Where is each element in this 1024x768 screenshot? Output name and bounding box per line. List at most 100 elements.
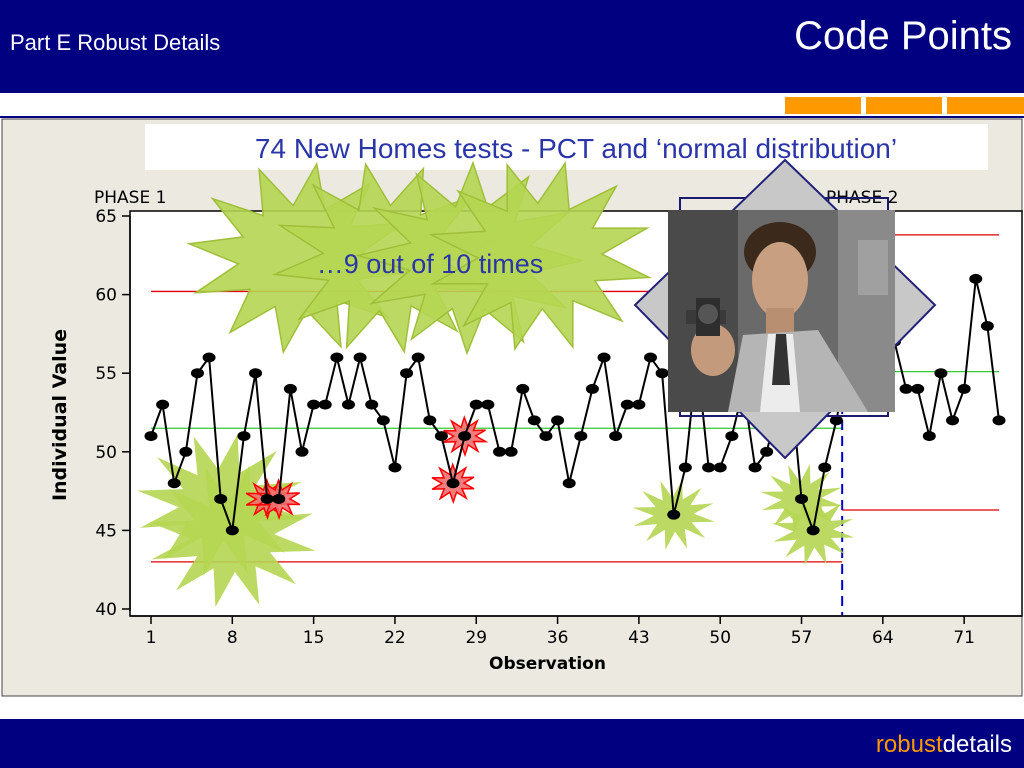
data-point (806, 525, 820, 536)
footer-bar: robustdetails (0, 719, 1024, 768)
x-tick-label: 15 (303, 628, 325, 648)
section-title: Part E Robust Details (10, 30, 221, 55)
brand-word-robust: robust (875, 731, 943, 758)
data-point (585, 383, 599, 394)
data-point (330, 352, 344, 363)
data-point (980, 321, 994, 332)
data-point (283, 383, 297, 394)
data-point (492, 446, 506, 457)
callout-group (186, 160, 652, 356)
brand-word-details: details (942, 731, 1012, 758)
person-with-revolver-photo (668, 210, 895, 412)
x-tick-label: 71 (953, 628, 975, 648)
data-point (818, 462, 832, 473)
x-tick-label: 50 (709, 628, 731, 648)
data-point (725, 431, 739, 442)
data-point (597, 352, 611, 363)
data-point (202, 352, 216, 363)
data-point (946, 415, 960, 426)
data-point (469, 399, 483, 410)
data-point (272, 493, 286, 504)
y-tick-label: 50 (95, 443, 117, 463)
data-point (527, 415, 541, 426)
data-point (365, 399, 379, 410)
data-point (899, 383, 913, 394)
x-tick-label: 8 (227, 628, 238, 648)
data-point (551, 415, 565, 426)
data-point (516, 383, 530, 394)
y-tick-label: 60 (95, 286, 117, 306)
header-divider (0, 116, 1024, 118)
data-point (446, 478, 460, 489)
data-point (795, 493, 809, 504)
data-point (957, 383, 971, 394)
data-point (190, 368, 204, 379)
data-point (411, 352, 425, 363)
data-point (295, 446, 309, 457)
x-tick-label: 36 (547, 628, 569, 648)
data-point (644, 352, 658, 363)
callout-burst (428, 161, 652, 351)
data-point (214, 493, 228, 504)
data-point (318, 399, 332, 410)
y-tick-label: 45 (95, 521, 117, 541)
x-tick-label: 22 (384, 628, 406, 648)
data-point (434, 431, 448, 442)
y-tick-label: 65 (95, 207, 117, 227)
data-point (388, 462, 402, 473)
data-point (934, 368, 948, 379)
y-tick-label: 55 (95, 364, 117, 384)
data-point (179, 446, 193, 457)
data-point (574, 431, 588, 442)
slide-heading: Code Points (794, 14, 1012, 58)
x-tick-label: 29 (465, 628, 487, 648)
header-bar: Part E Robust Details Code Points (0, 0, 1024, 93)
x-tick-label: 57 (791, 628, 813, 648)
data-point (760, 446, 774, 457)
data-point (829, 415, 843, 426)
data-point (260, 493, 274, 504)
data-point (667, 509, 681, 520)
data-point (144, 431, 158, 442)
data-point (911, 383, 925, 394)
data-point (562, 478, 576, 489)
data-point (922, 431, 936, 442)
phase-1-label: PHASE 1 (94, 188, 166, 208)
data-point (678, 462, 692, 473)
chart-title-box (145, 124, 988, 170)
data-point (225, 525, 239, 536)
data-point (353, 352, 367, 363)
data-point (376, 415, 390, 426)
data-point (992, 415, 1006, 426)
x-axis-label: Observation (489, 654, 606, 674)
data-point (632, 399, 646, 410)
data-point (969, 273, 983, 284)
data-point (167, 478, 181, 489)
orange-bar-1 (785, 97, 861, 114)
data-point (249, 368, 263, 379)
data-point (237, 431, 251, 442)
axes-layer: 40 45 50 55 60 65 1 8 15 22 29 36 43 50 57 64 71 (95, 207, 1022, 648)
orange-bar-2 (866, 97, 942, 114)
data-point (748, 462, 762, 473)
chart-title: 74 New Homes tests - PCT and ‘normal dis… (255, 133, 897, 164)
data-point (702, 462, 716, 473)
data-point (458, 431, 472, 442)
x-tick-label: 64 (872, 628, 894, 648)
data-point (655, 368, 669, 379)
data-point (504, 446, 518, 457)
x-tick-label: 43 (628, 628, 650, 648)
data-point (400, 368, 414, 379)
y-axis-label: Individual Value (49, 329, 71, 501)
brand-logo: robustdetails (876, 731, 1012, 759)
data-point (609, 431, 623, 442)
x-tick-label: 1 (146, 628, 157, 648)
orange-bar-3 (947, 97, 1024, 114)
y-tick-label: 40 (95, 600, 117, 620)
data-point (713, 462, 727, 473)
callout-text: …9 out of 10 times (317, 249, 544, 279)
data-point (307, 399, 321, 410)
data-point (620, 399, 634, 410)
data-point (156, 399, 170, 410)
data-point (341, 399, 355, 410)
